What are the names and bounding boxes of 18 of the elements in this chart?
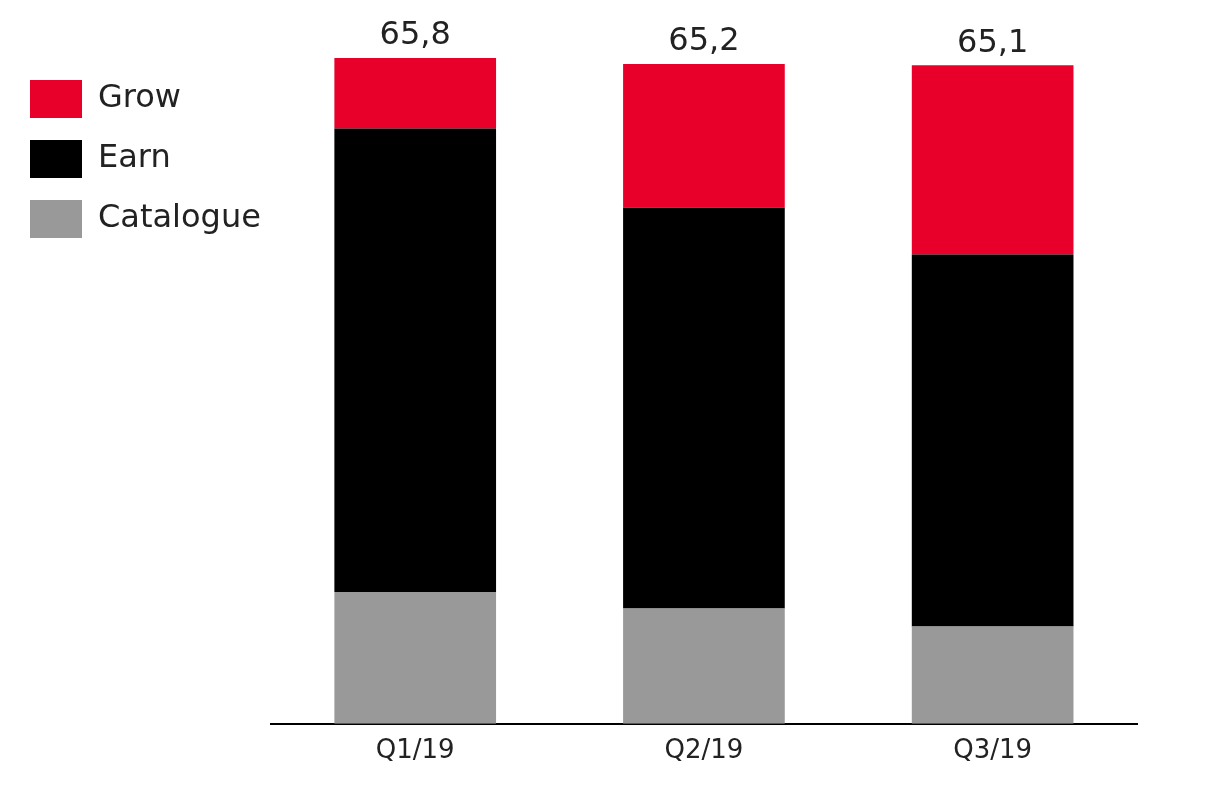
legend-label: Earn: [98, 137, 171, 176]
bar: [334, 128, 497, 592]
x-tick-label: Q2/19: [664, 734, 744, 765]
bar: [911, 65, 1074, 255]
bar: [623, 608, 785, 724]
legend-label: Grow: [98, 77, 181, 116]
bar: [334, 591, 497, 724]
x-tick-label: Q3/19: [953, 734, 1033, 765]
legend-label: Catalogue: [98, 197, 261, 236]
bar: [623, 63, 785, 208]
bar: [623, 207, 785, 609]
annotation: 65,8: [379, 14, 451, 53]
annotation: 65,1: [957, 21, 1029, 60]
bar: [911, 626, 1074, 724]
bar: [334, 58, 497, 129]
x-tick-label: Q1/19: [375, 734, 455, 765]
bar: [911, 254, 1074, 627]
annotation: 65,2: [668, 20, 740, 59]
